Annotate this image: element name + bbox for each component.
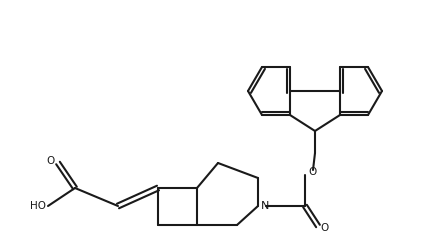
Text: O: O <box>47 156 55 166</box>
Text: O: O <box>308 167 316 177</box>
Text: N: N <box>261 201 269 211</box>
Text: O: O <box>320 223 328 233</box>
Text: HO: HO <box>30 201 46 211</box>
